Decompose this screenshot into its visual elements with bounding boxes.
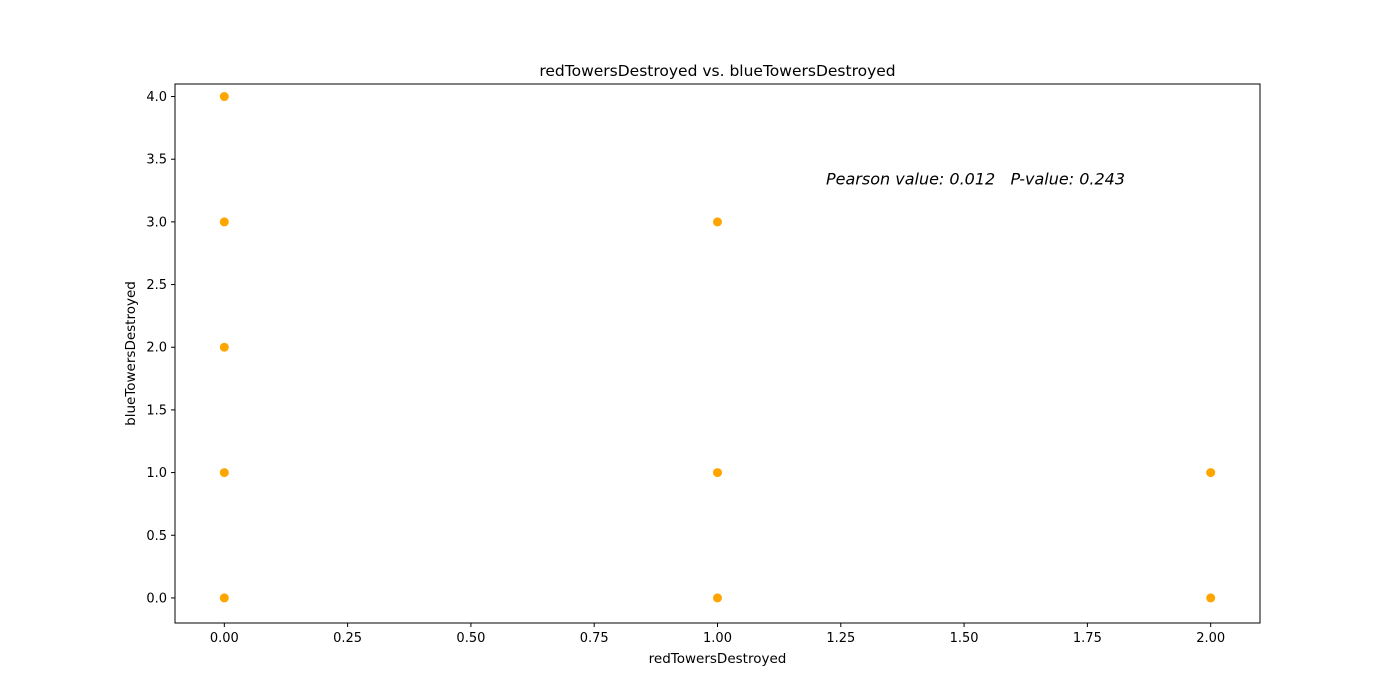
data-point: [1206, 468, 1216, 478]
y-tick-label: 2.0: [146, 341, 167, 356]
data-point: [1206, 593, 1216, 603]
x-tick-label: 1.75: [1073, 631, 1102, 646]
y-tick-label: 3.0: [146, 215, 167, 230]
data-point: [713, 468, 722, 478]
y-tick-label: 2.5: [146, 278, 167, 293]
x-axis: 0.00 0.25 0.50 0.75 1.00 1.25 1.50 1.75 2.00: [210, 623, 1225, 646]
data-point: [219, 217, 229, 227]
y-axis: 0.0 0.5 1.0 1.5 2.0 2.5 3.0 3.5 4.0: [146, 90, 175, 606]
chart-title: redTowersDestroyed vs. blueTowersDestroy…: [539, 62, 895, 80]
x-tick-label: 2.00: [1196, 631, 1225, 646]
data-point: [219, 342, 229, 352]
x-tick-label: 1.50: [950, 631, 979, 646]
data-point: [713, 217, 722, 227]
x-tick-label: 0.75: [580, 631, 609, 646]
data-point: [219, 468, 229, 478]
data-point: [219, 92, 229, 102]
pearson-annotation: Pearson value: 0.012 P-value: 0.243: [826, 169, 1125, 188]
x-tick-label: 0.25: [333, 631, 362, 646]
x-tick-label: 1.25: [826, 631, 855, 646]
x-axis-label: redTowersDestroyed: [649, 651, 787, 667]
y-tick-label: 1.5: [146, 403, 167, 418]
x-tick-label: 0.50: [456, 631, 485, 646]
x-tick-label: 0.00: [210, 631, 239, 646]
data-point: [219, 593, 229, 603]
x-tick-label: 1.00: [703, 631, 732, 646]
y-tick-label: 0.0: [146, 591, 167, 606]
points-layer: [219, 92, 1216, 603]
data-point: [713, 593, 722, 603]
y-tick-label: 1.0: [146, 466, 167, 481]
y-tick-label: 0.5: [146, 529, 167, 544]
y-tick-label: 3.5: [146, 153, 167, 168]
y-axis-label: blueTowersDestroyed: [123, 281, 139, 426]
y-tick-label: 4.0: [146, 90, 167, 105]
